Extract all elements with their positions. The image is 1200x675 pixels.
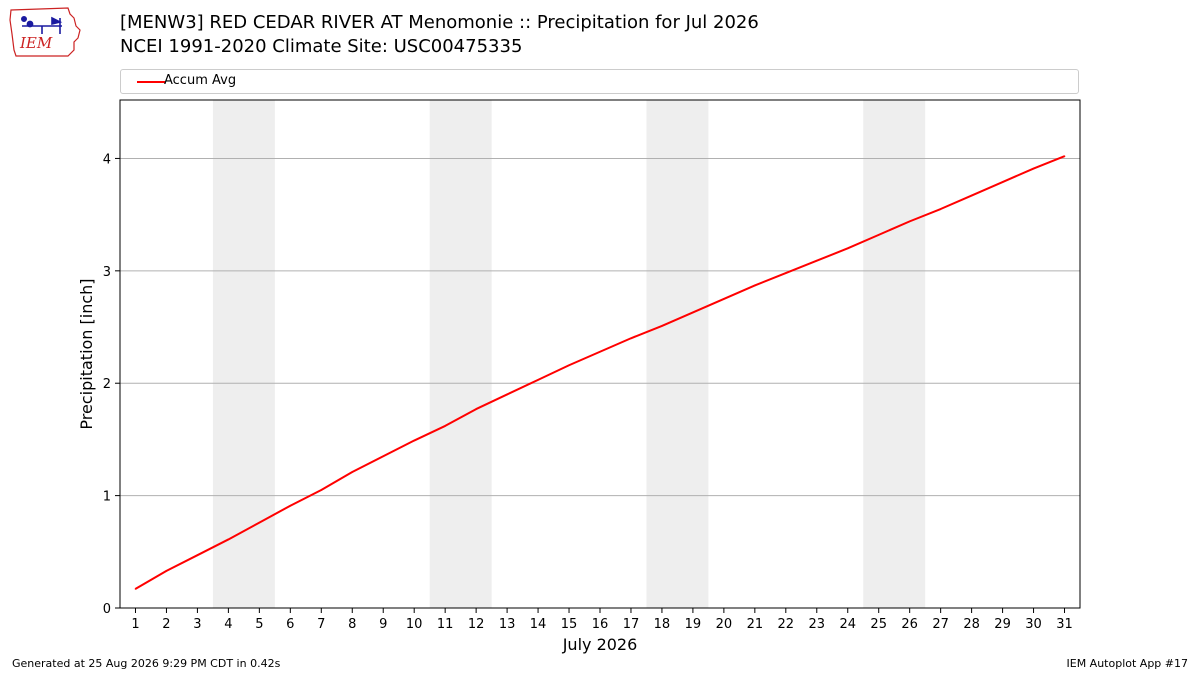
x-tick-label: 21 [747,617,764,632]
x-tick-label: 28 [963,617,980,632]
data-point [877,234,880,236]
x-tick-label: 15 [561,617,578,632]
x-tick-label: 11 [437,617,454,632]
x-tick-label: 6 [286,617,294,632]
x-tick-label: 27 [932,617,949,632]
data-point [196,554,199,556]
x-tick-label: 13 [499,617,516,632]
x-tick-label: 2 [162,617,170,632]
x-tick-label: 5 [255,617,263,632]
y-axis-label: Precipitation [inch] [77,278,96,429]
iowa-outline-shape [9,7,81,57]
x-tick-label: 23 [809,617,826,632]
data-point [723,298,725,300]
data-point [908,220,911,223]
data-point [165,570,168,572]
chart-subtitle: NCEI 1991-2020 Climate Site: USC00475335 [120,36,523,57]
data-point [970,194,973,197]
data-point [413,439,415,442]
data-point [382,455,385,458]
data-point [506,393,508,396]
x-tick-label: 19 [685,617,702,632]
data-point [1032,167,1035,170]
x-tick-label: 20 [716,617,733,632]
x-tick-label: 22 [778,617,795,632]
x-axis-label: July 2026 [562,635,638,654]
legend-label-accum-avg: Accum Avg [164,73,237,88]
data-point [258,521,261,524]
data-point [444,425,446,427]
x-tick-label: 4 [224,617,232,632]
data-point [134,588,137,590]
weekend-band [863,100,926,608]
footer-app: IEM Autoplot App #17 [1066,657,1189,670]
x-tick-label: 25 [870,617,887,632]
data-point [1063,155,1066,157]
x-tick-label: 18 [654,617,671,632]
x-tick-label: 30 [1025,617,1042,632]
data-point [754,284,756,287]
legend: Accum Avg [120,69,1079,94]
x-tick-label: 26 [901,617,918,632]
x-tick-label: 10 [406,617,423,632]
x-tick-label: 16 [592,617,609,632]
y-tick-label: 0 [103,602,111,617]
data-point [351,471,354,473]
x-tick-label: 24 [839,617,856,632]
data-point [630,337,632,340]
data-point [599,350,601,353]
data-point [661,325,663,327]
x-tick-label: 7 [317,617,325,632]
data-point [289,504,292,507]
data-point [227,538,230,541]
x-tick-label: 9 [379,617,387,632]
y-tick-label: 3 [103,265,111,280]
footer-generated: Generated at 25 Aug 2026 9:29 PM CDT in … [12,657,281,670]
data-point [692,311,694,314]
weekend-band [646,100,709,608]
legend-line-swatch [137,81,165,83]
weather-station-icon [21,16,63,34]
logo-text: IEM [19,34,53,52]
x-tick-label: 14 [530,617,547,632]
data-point [537,379,539,381]
data-point [846,247,849,250]
data-point [475,408,477,410]
x-tick-label: 31 [1056,617,1073,632]
y-tick-label: 2 [103,377,111,392]
x-tick-label: 29 [994,617,1011,632]
data-point [568,364,570,367]
x-tick-label: 17 [623,617,640,632]
y-tick-label: 4 [103,152,111,167]
x-tick-label: 1 [131,617,139,632]
chart-title: [MENW3] RED CEDAR RIVER AT Menomonie :: … [120,12,759,33]
x-tick-label: 12 [468,617,485,632]
data-point [939,208,942,210]
x-tick-label: 8 [348,617,356,632]
data-point [320,489,323,491]
data-point [1001,181,1004,183]
data-point [815,259,818,262]
x-tick-label: 3 [193,617,201,632]
weekend-band [429,100,492,608]
data-point [785,272,787,274]
weekend-band [212,100,275,608]
iem-logo: IEM [9,7,81,57]
y-tick-label: 1 [103,490,111,505]
